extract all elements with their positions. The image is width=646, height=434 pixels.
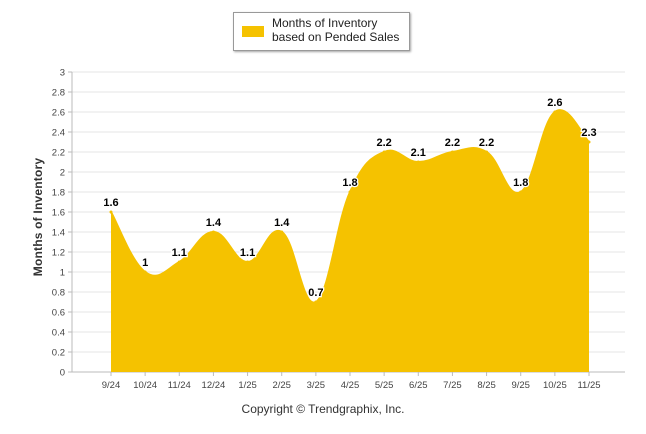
data-label: 0.7 <box>308 287 323 299</box>
data-label: 2.1 <box>411 147 426 159</box>
y-tick-label: 3 <box>60 68 65 79</box>
data-point <box>280 230 284 234</box>
x-tick-label: 5/25 <box>375 380 394 391</box>
legend: Months of Inventory based on Pended Sale… <box>233 12 410 51</box>
y-tick-label: 1.8 <box>52 188 65 199</box>
y-tick-label: 2.2 <box>52 148 65 159</box>
x-tick-label: 10/24 <box>133 380 157 391</box>
y-tick-label: 0.4 <box>52 328 65 339</box>
data-point <box>450 150 454 154</box>
x-tick-label: 6/25 <box>409 380 428 391</box>
y-tick-label: 2.6 <box>52 108 65 119</box>
legend-swatch <box>242 26 264 37</box>
x-tick-label: 1/25 <box>238 380 257 391</box>
x-tick-label: 4/25 <box>341 380 360 391</box>
data-point <box>553 110 557 114</box>
area-series <box>109 109 591 372</box>
data-label: 1.8 <box>342 177 357 189</box>
x-tick-label: 11/24 <box>168 380 191 391</box>
y-tick-label: 0.8 <box>52 288 65 299</box>
y-axis-title: Months of Inventory <box>31 157 45 277</box>
data-point <box>485 150 489 154</box>
data-point <box>416 160 420 164</box>
data-label: 2.3 <box>581 127 596 139</box>
x-tick-label: 10/25 <box>543 380 567 391</box>
data-point <box>109 210 113 214</box>
data-point <box>211 230 215 234</box>
data-label: 1.4 <box>206 217 222 229</box>
y-tick-label: 2.4 <box>52 128 65 139</box>
x-tick-labels: 9/24 10/24 11/24 12/24 1/25 2/25 3/25 4/25 5/25 6… <box>102 380 601 391</box>
y-tick-label: 1.6 <box>52 208 65 219</box>
data-label: 1 <box>142 257 148 269</box>
data-label: 1.8 <box>513 177 528 189</box>
data-point <box>519 190 523 194</box>
x-tick-label: 9/25 <box>511 380 530 391</box>
x-tick-label: 12/24 <box>202 380 226 391</box>
y-tick-label: 2 <box>60 168 65 179</box>
data-label: 1.1 <box>172 247 187 259</box>
data-label: 1.1 <box>240 247 255 259</box>
x-tick-label: 7/25 <box>443 380 462 391</box>
y-tick-label: 1 <box>60 268 65 279</box>
y-tick-labels: 0 0.2 0.4 0.6 0.8 1 1.2 1.4 1.6 1.8 2 2.2 2.4 2.6 2.8 3 <box>52 68 65 379</box>
data-label: 2.6 <box>547 97 562 109</box>
x-tick-label: 8/25 <box>477 380 496 391</box>
data-point <box>143 270 147 274</box>
area-fill <box>111 110 589 372</box>
data-point <box>382 150 386 154</box>
y-tick-label: 1.2 <box>52 248 65 259</box>
copyright-footer: Copyright © Trendgraphix, Inc. <box>241 402 405 416</box>
data-label: 1.6 <box>103 197 118 209</box>
y-tick-label: 0.2 <box>52 348 65 359</box>
data-point <box>587 140 591 144</box>
data-label: 1.4 <box>274 217 290 229</box>
x-tick-label: 9/24 <box>102 380 121 391</box>
x-tick-label: 3/25 <box>307 380 326 391</box>
area-line <box>110 109 590 304</box>
data-labels: 1.6 1 1.1 1.4 1.1 1.4 0.7 1.8 2.2 2.1 2.2 2.2 1.8 2.6… <box>102 96 598 301</box>
data-point <box>314 300 318 304</box>
data-point <box>348 190 352 194</box>
data-point <box>246 260 250 264</box>
y-tick-label: 1.4 <box>52 228 65 239</box>
y-tick-label: 0.6 <box>52 308 65 319</box>
legend-label: Months of Inventory based on Pended Sale… <box>272 16 400 44</box>
y-tick-label: 0 <box>60 368 65 379</box>
x-tick-label: 11/25 <box>577 380 600 391</box>
x-tick-label: 2/25 <box>272 380 291 391</box>
data-label: 2.2 <box>376 137 391 149</box>
data-label: 2.2 <box>445 137 460 149</box>
data-label: 2.2 <box>479 137 494 149</box>
y-tick-label: 2.8 <box>52 88 65 99</box>
data-point <box>177 260 181 264</box>
